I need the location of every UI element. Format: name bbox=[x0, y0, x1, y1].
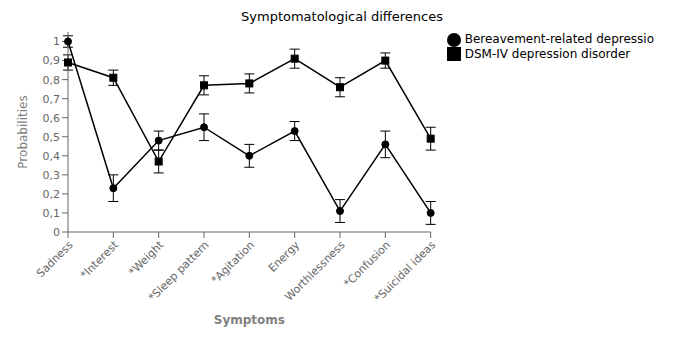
svg-text:0,8: 0,8 bbox=[43, 74, 61, 87]
svg-text:0,6: 0,6 bbox=[43, 112, 61, 125]
svg-text:0,5: 0,5 bbox=[43, 131, 61, 144]
svg-text:*Weight: *Weight bbox=[126, 238, 167, 279]
svg-text:1: 1 bbox=[53, 35, 60, 48]
svg-text:0,2: 0,2 bbox=[43, 188, 61, 201]
svg-text:0,4: 0,4 bbox=[43, 150, 61, 163]
svg-text:0,7: 0,7 bbox=[43, 93, 61, 106]
html-text:DSM-IV depression disorder: DSM-IV depression disorder bbox=[464, 46, 631, 61]
svg-text:*Confusion: *Confusion bbox=[341, 238, 393, 291]
svg-text:*Interest: *Interest bbox=[78, 238, 122, 282]
svg-text:Energy: Energy bbox=[266, 238, 303, 275]
svg-text:*Sleep pattern: *Sleep pattern bbox=[146, 238, 212, 304]
html-text:Symptomatological differences: Symptomatological differences bbox=[241, 9, 443, 24]
html-text:Bereavement-related depressio: Bereavement-related depressio bbox=[464, 32, 654, 46]
svg-text:*Agitation: *Agitation bbox=[209, 238, 257, 286]
svg-text:*Suicidal ideas: *Suicidal ideas bbox=[372, 238, 439, 305]
svg-text:0,3: 0,3 bbox=[43, 169, 61, 182]
svg-text:Probabilities: Probabilities bbox=[16, 95, 30, 168]
svg-text:0,9: 0,9 bbox=[43, 54, 61, 67]
svg-text:0,1: 0,1 bbox=[43, 207, 61, 220]
svg-text:0: 0 bbox=[53, 226, 60, 239]
svg-text:Worthlessness: Worthlessness bbox=[282, 238, 347, 303]
svg-text:Symptoms: Symptoms bbox=[214, 313, 285, 327]
svg-text:Sadness: Sadness bbox=[34, 238, 76, 280]
